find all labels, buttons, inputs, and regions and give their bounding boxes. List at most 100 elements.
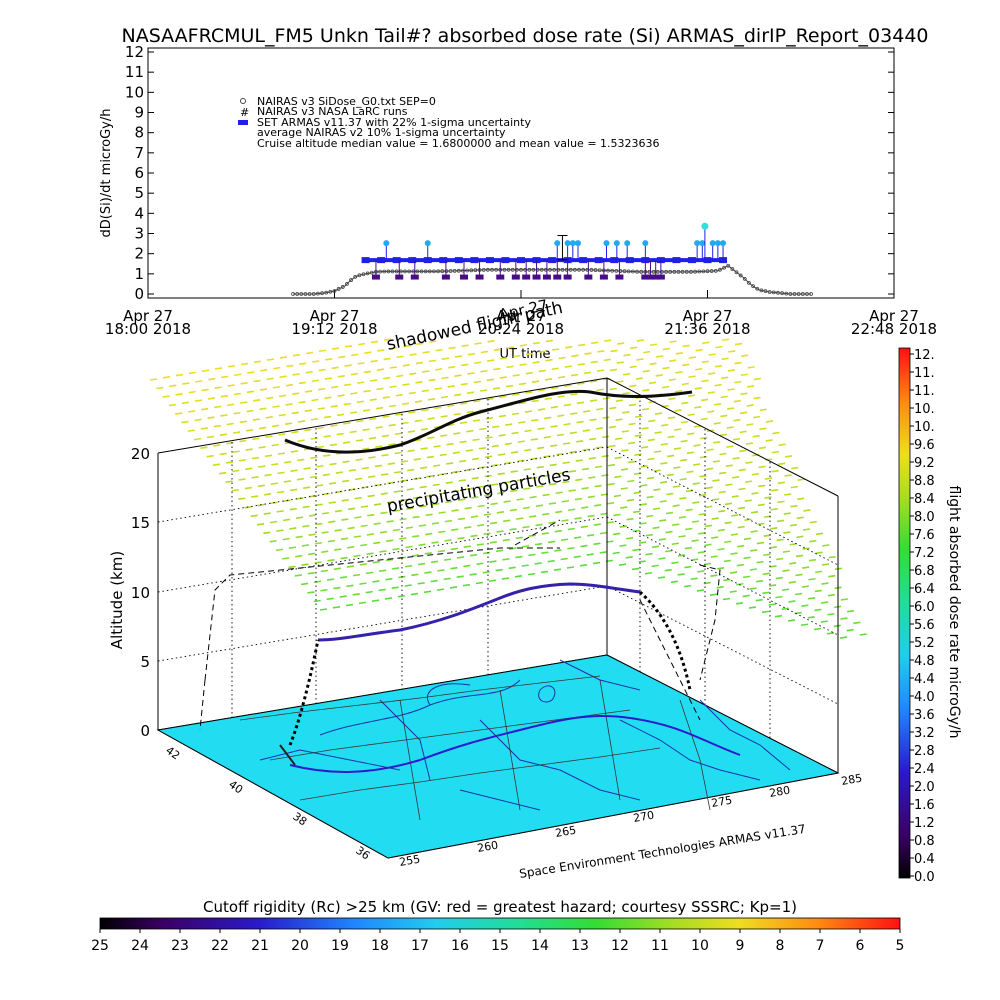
- particle-dash: [734, 380, 742, 384]
- particle-dash: [828, 574, 836, 578]
- particle-dash: [219, 452, 227, 456]
- particle-dash: [443, 558, 452, 561]
- particle-dash: [475, 581, 484, 585]
- particle-dash: [700, 436, 708, 440]
- particle-dash: [478, 446, 486, 450]
- particle-dash: [594, 504, 602, 507]
- nairas-point: [622, 269, 627, 274]
- particle-dash: [629, 365, 637, 369]
- particle-dash: [828, 555, 836, 559]
- particle-dash: [733, 399, 741, 403]
- particle-dash: [626, 517, 634, 521]
- particle-dash: [356, 400, 364, 404]
- nairas-point: [295, 292, 300, 296]
- particle-dash: [602, 435, 610, 439]
- particle-dash: [759, 408, 767, 412]
- particle-dash: [329, 481, 337, 485]
- particle-dash: [737, 525, 745, 529]
- particle-dash: [738, 468, 746, 472]
- particle-dash: [206, 435, 215, 439]
- precipitating-particle-field: [149, 338, 867, 639]
- particle-dash: [645, 533, 653, 537]
- particle-dash: [693, 444, 701, 447]
- particle-dash: [660, 461, 668, 465]
- particle-dash: [833, 624, 841, 628]
- particle-dash: [556, 433, 564, 437]
- particle-dash: [341, 518, 349, 521]
- particle-dash: [497, 472, 505, 476]
- particle-dash: [517, 440, 525, 443]
- particle-dash: [620, 506, 628, 509]
- particle-dash: [359, 582, 367, 585]
- particle-dash: [839, 636, 848, 639]
- y-tick-label: 10: [125, 83, 144, 101]
- particle-dash: [550, 444, 558, 448]
- particle-dash: [175, 393, 183, 396]
- rigidity-tick-label: 22: [211, 938, 229, 954]
- particle-dash: [323, 415, 332, 419]
- particle-dash: [508, 547, 517, 550]
- particle-dash: [776, 557, 784, 561]
- particle-dash: [591, 341, 599, 345]
- particle-dash: [407, 449, 415, 453]
- nairas-point: [332, 289, 337, 293]
- particle-dash: [256, 523, 265, 526]
- particle-dash: [723, 578, 731, 582]
- particle-dash: [433, 445, 441, 448]
- particle-dash: [396, 355, 404, 359]
- nairas-point: [345, 282, 349, 286]
- particle-dash: [705, 486, 713, 490]
- particle-dash: [315, 503, 323, 507]
- particle-dash: [420, 447, 428, 450]
- particle-dash: [251, 476, 259, 479]
- particle-dash: [265, 435, 273, 438]
- particle-dash: [519, 363, 527, 366]
- nairas-point: [440, 269, 445, 274]
- particle-dash: [316, 464, 324, 468]
- particle-dash: [647, 457, 655, 461]
- particle-dash: [588, 476, 596, 479]
- particle-dash: [588, 457, 596, 460]
- particle-dash: [554, 529, 562, 533]
- nairas-point: [635, 269, 639, 274]
- particle-dash: [266, 377, 274, 381]
- nairas-point: [481, 267, 486, 272]
- nairas-point: [349, 278, 353, 282]
- particle-dash: [551, 367, 559, 371]
- particle-dash: [726, 407, 735, 410]
- particle-dash: [697, 570, 705, 573]
- particle-dash: [790, 485, 798, 489]
- particle-dash: [317, 426, 325, 430]
- nairas-point: [792, 292, 797, 296]
- particle-dash: [672, 485, 681, 488]
- particle-dash: [298, 381, 307, 385]
- nairas-point: [473, 268, 478, 273]
- particle-dash: [730, 533, 739, 536]
- particle-dash: [428, 378, 436, 382]
- dose-tick-label: 1.6: [914, 798, 935, 813]
- particle-dash: [534, 562, 542, 565]
- particle-dash: [412, 534, 420, 538]
- particle-dash: [321, 511, 330, 515]
- particle-dash: [764, 477, 772, 480]
- particle-dash: [636, 339, 645, 342]
- particle-dash: [474, 342, 482, 345]
- particle-dash: [422, 351, 430, 354]
- altitude-tick-10: 10: [131, 584, 150, 602]
- particle-dash: [201, 407, 209, 411]
- y-tick-label: 3: [134, 225, 144, 243]
- particle-dash: [270, 482, 278, 485]
- armas-point: [672, 257, 681, 264]
- nairas-point: [684, 269, 689, 274]
- particle-dash: [526, 352, 534, 356]
- particle-dash: [212, 463, 221, 466]
- particle-dash: [577, 382, 585, 385]
- particle-dash: [371, 599, 380, 602]
- particle-dash: [840, 617, 848, 620]
- particle-dash: [429, 340, 437, 343]
- nairas-point: [809, 292, 814, 296]
- particle-dash: [311, 398, 319, 402]
- particle-dash: [599, 551, 607, 554]
- particle-dash: [367, 494, 375, 498]
- particle-dash: [437, 569, 445, 572]
